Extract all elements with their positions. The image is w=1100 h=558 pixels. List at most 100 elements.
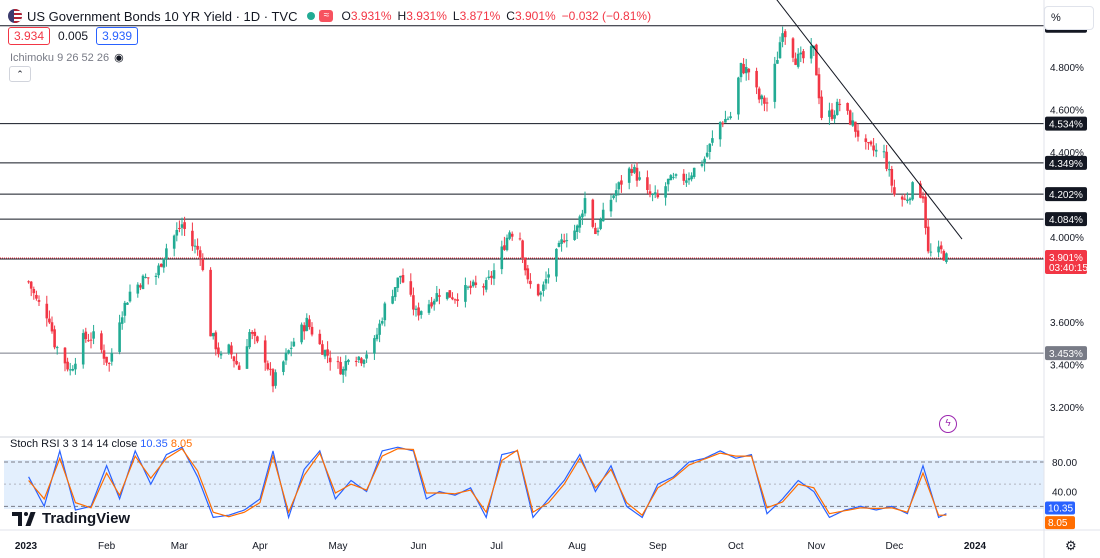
candle-body xyxy=(183,222,186,229)
candle-body xyxy=(438,295,441,297)
candle-body xyxy=(763,97,766,104)
candle-body xyxy=(583,198,587,214)
candle-body xyxy=(214,332,218,350)
candle-body xyxy=(937,246,940,253)
tradingview-logo[interactable]: TradingView xyxy=(12,510,130,527)
candle-body xyxy=(760,95,764,100)
candle-body xyxy=(544,279,548,284)
candlesticks xyxy=(27,26,948,393)
time-tick-label: Oct xyxy=(728,541,744,552)
candle-body xyxy=(211,333,215,337)
candle-body xyxy=(523,257,527,271)
symbol-title[interactable]: US Government Bonds 10 YR Yield · 1D · T… xyxy=(27,8,298,24)
candle-body xyxy=(128,291,132,302)
candle-body xyxy=(664,186,667,198)
stoch-d-value: 8.05 xyxy=(170,438,193,450)
candle-body xyxy=(217,347,220,355)
high-label: H xyxy=(397,9,407,23)
candle-body xyxy=(919,183,922,198)
candle-body xyxy=(365,354,368,359)
candle-body xyxy=(165,248,168,260)
bid-button[interactable]: 3.934 xyxy=(8,27,51,45)
time-tick-label: 2024 xyxy=(964,541,987,552)
candle-body xyxy=(269,368,272,370)
candle-body xyxy=(890,169,894,186)
stoch-legend[interactable]: Stoch RSI 3 3 14 14 close 10.35 8.05 xyxy=(10,438,192,450)
candle-body xyxy=(274,372,277,386)
candle-body xyxy=(464,285,467,302)
candle-body xyxy=(310,326,314,335)
candle-body xyxy=(799,52,803,55)
stoch-axis[interactable]: 80.00 40.00 10.35 8.05 xyxy=(1045,458,1077,530)
ask-button[interactable]: 3.939 xyxy=(96,27,139,45)
eye-icon[interactable]: ◉ xyxy=(114,52,124,64)
candle-body xyxy=(573,230,576,240)
candle-body xyxy=(776,59,779,64)
candle-body xyxy=(432,300,436,305)
candle-body xyxy=(318,333,322,345)
candle-body xyxy=(89,339,93,341)
stoch-k-value: 10.35 xyxy=(140,438,168,450)
candle-body xyxy=(942,250,946,261)
time-tick-label: Sep xyxy=(649,541,667,552)
candle-body xyxy=(250,332,254,334)
price-tick-label: 3.600% xyxy=(1050,318,1084,329)
candle-body xyxy=(737,77,740,115)
candle-body xyxy=(71,368,75,371)
candle-body xyxy=(612,195,615,199)
close-value: 3.901% xyxy=(514,9,556,23)
percent-scale-button[interactable]: % xyxy=(1044,6,1094,30)
candle-body xyxy=(271,369,275,387)
candle-body xyxy=(674,174,678,176)
candle-body xyxy=(651,194,654,196)
candle-body xyxy=(755,70,758,88)
gear-icon[interactable]: ⚙ xyxy=(1065,538,1077,553)
candle-body xyxy=(742,63,745,74)
candle-body xyxy=(354,360,358,362)
candle-body xyxy=(141,275,145,290)
candle-body xyxy=(393,287,397,298)
candle-body xyxy=(562,240,566,243)
candle-body xyxy=(794,58,797,65)
level-label: 3.453% xyxy=(1049,349,1083,360)
candle-body xyxy=(487,276,491,279)
trendline xyxy=(776,0,963,240)
candle-body xyxy=(778,42,782,59)
candle-body xyxy=(900,196,904,200)
ohlc-close: C3.901% xyxy=(506,9,555,23)
spread-value: 0.005 xyxy=(58,29,89,43)
lightning-icon[interactable]: ϟ xyxy=(939,415,957,433)
stoch-k-line xyxy=(28,446,947,520)
candle-body xyxy=(162,258,166,268)
price-axis[interactable]: 4.800% 4.600% 4.400% 4.000% 3.600% 3.400% 3.20… xyxy=(1050,63,1084,414)
candle-body xyxy=(601,209,605,222)
candle-body xyxy=(848,110,852,125)
candle-body xyxy=(820,96,823,118)
stoch-tick-label: 80.00 xyxy=(1052,458,1077,469)
candle-body xyxy=(578,216,582,228)
price-tick-label: 4.600% xyxy=(1050,106,1084,117)
candle-body xyxy=(401,275,405,283)
bid-ask-panel: 3.934 0.005 3.939 xyxy=(8,27,139,45)
candle-body xyxy=(396,277,400,288)
time-tick-label: Nov xyxy=(808,541,826,552)
candle-body xyxy=(227,344,231,354)
candle-body xyxy=(35,294,38,299)
symbol-header[interactable]: US Government Bonds 10 YR Yield · 1D · T… xyxy=(8,6,657,26)
time-tick-label: Feb xyxy=(98,541,116,552)
price-tick-label: 3.200% xyxy=(1050,403,1084,414)
candle-body xyxy=(560,239,563,244)
collapse-legend-button[interactable]: ⌃ xyxy=(9,66,31,82)
candle-body xyxy=(773,63,777,102)
candle-body xyxy=(669,175,673,181)
candle-body xyxy=(700,164,704,166)
candle-body xyxy=(357,356,361,361)
candle-body xyxy=(718,122,722,140)
time-axis[interactable]: 2023 Feb Mar Apr May Jun Jul Aug Sep Oct Nov Dec 202… xyxy=(15,541,987,552)
candle-body xyxy=(136,284,140,294)
candle-body xyxy=(744,67,748,74)
ichimoku-legend[interactable]: Ichimoku 9 26 52 26 ◉ xyxy=(10,51,124,65)
candle-body xyxy=(521,240,524,259)
candle-body xyxy=(323,350,327,357)
candle-body xyxy=(856,130,860,137)
